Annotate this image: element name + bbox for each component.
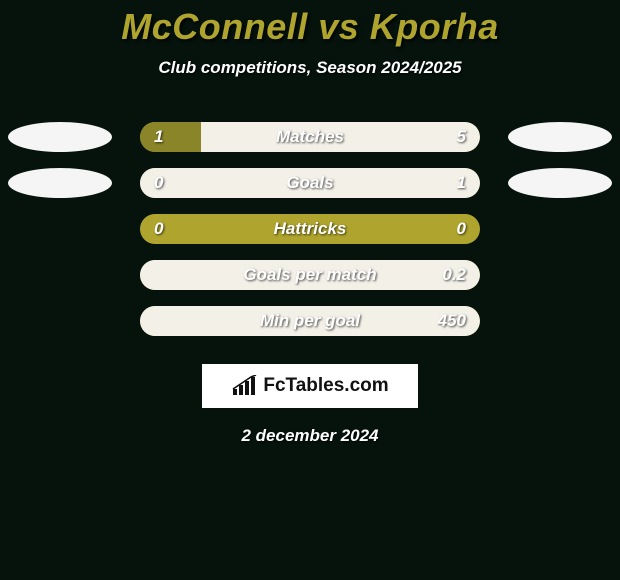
stat-bar: Goals 0 1: [140, 168, 480, 198]
stat-row: Hattricks 0 0: [0, 206, 620, 252]
bars-icon: [231, 375, 257, 397]
stat-label: Goals: [286, 173, 333, 193]
stat-row: Matches 1 5: [0, 114, 620, 160]
comparison-chart: Matches 1 5 Goals 0 1 Hattricks 0 0 Goals per mat…: [0, 114, 620, 344]
stat-bar: Min per goal 450: [140, 306, 480, 336]
subtitle: Club competitions, Season 2024/2025: [0, 58, 620, 78]
stat-bar: Goals per match 0.2: [140, 260, 480, 290]
stat-label: Matches: [276, 127, 344, 147]
stat-label: Goals per match: [243, 265, 376, 285]
stat-row: Min per goal 450: [0, 298, 620, 344]
left-logo-placeholder: [8, 122, 112, 152]
right-value: 5: [457, 127, 466, 147]
stat-label: Hattricks: [274, 219, 347, 239]
right-logo-placeholder: [508, 168, 612, 198]
right-value: 0.2: [442, 265, 466, 285]
left-fill: [140, 122, 201, 152]
left-value: 1: [154, 127, 163, 147]
right-logo-placeholder: [508, 122, 612, 152]
stat-bar: Hattricks 0 0: [140, 214, 480, 244]
stat-bar: Matches 1 5: [140, 122, 480, 152]
left-logo-placeholder: [8, 168, 112, 198]
fctables-logo: FcTables.com: [202, 364, 418, 408]
logo-text: FcTables.com: [263, 375, 388, 397]
stat-row: Goals per match 0.2: [0, 252, 620, 298]
date-line: 2 december 2024: [0, 426, 620, 446]
right-value: 0: [457, 219, 466, 239]
stat-label: Min per goal: [260, 311, 360, 331]
left-value: 0: [154, 219, 163, 239]
left-value: 0: [154, 173, 163, 193]
right-value: 1: [457, 173, 466, 193]
page-title: McConnell vs Kporha: [0, 0, 620, 48]
right-value: 450: [438, 311, 466, 331]
stat-row: Goals 0 1: [0, 160, 620, 206]
